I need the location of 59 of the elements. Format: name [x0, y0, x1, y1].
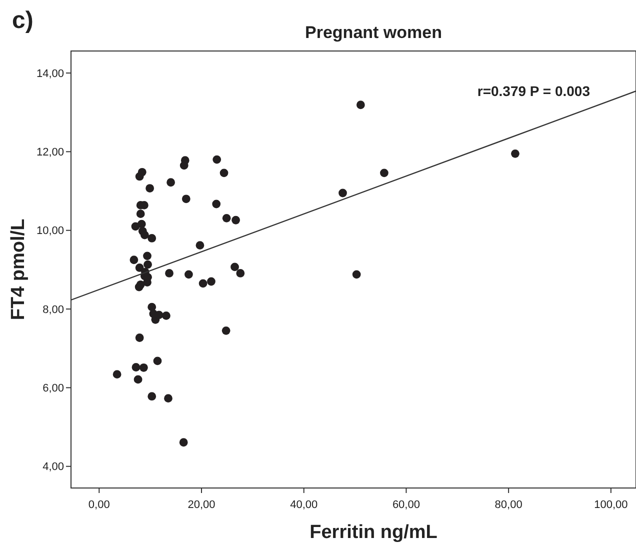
annotation: r=0.379 P = 0.003	[477, 83, 590, 99]
point	[162, 312, 170, 320]
point	[135, 334, 144, 342]
point	[148, 234, 156, 242]
point	[212, 155, 222, 164]
point	[232, 216, 240, 224]
point	[511, 149, 520, 158]
point	[184, 270, 193, 279]
point	[180, 156, 190, 165]
chart-title: Pregnant women	[305, 23, 442, 42]
point	[222, 214, 231, 222]
point	[222, 326, 230, 335]
point	[165, 269, 174, 278]
point	[140, 230, 149, 240]
x-tick-label: 0,00	[88, 499, 110, 511]
x-tick-label: 80,00	[494, 499, 522, 511]
point	[138, 168, 146, 176]
point	[135, 264, 144, 272]
point	[198, 279, 208, 288]
point	[179, 438, 188, 447]
point	[148, 392, 156, 401]
point	[146, 184, 154, 192]
point	[143, 252, 152, 260]
point	[220, 168, 228, 178]
y-tick-label: 4,00	[42, 461, 64, 474]
y-tick-label: 14,00	[36, 68, 64, 80]
x-tick-label: 20,00	[188, 499, 216, 511]
point	[182, 194, 190, 204]
point	[130, 256, 138, 264]
y-tick-label: 8,00	[42, 304, 64, 316]
point	[196, 241, 204, 250]
point	[137, 220, 146, 228]
y-tick-label: 12,00	[36, 146, 64, 159]
point	[212, 200, 221, 208]
y-tick-label: 10,00	[36, 225, 64, 238]
point	[207, 277, 216, 286]
point	[144, 260, 152, 269]
y-tick-label: 6,00	[42, 382, 64, 395]
point	[136, 210, 145, 218]
point	[132, 363, 140, 372]
point	[380, 168, 388, 178]
point	[153, 356, 162, 366]
point	[164, 394, 172, 403]
point	[112, 370, 122, 379]
point	[230, 262, 239, 272]
point	[134, 375, 142, 384]
point	[356, 100, 365, 110]
y-axis-title: FT4 pmol/L	[8, 218, 29, 320]
x-tick-label: 40,00	[290, 499, 318, 511]
point	[236, 269, 245, 278]
point	[338, 188, 347, 198]
x-axis-title: Ferritin ng/mL	[310, 522, 438, 543]
point	[136, 280, 145, 289]
x-tick-label: 100,00	[594, 499, 628, 511]
text: c)	[12, 7, 34, 34]
point	[166, 178, 175, 187]
point	[139, 363, 148, 372]
x-tick-label: 60,00	[392, 499, 420, 511]
point	[352, 270, 361, 279]
